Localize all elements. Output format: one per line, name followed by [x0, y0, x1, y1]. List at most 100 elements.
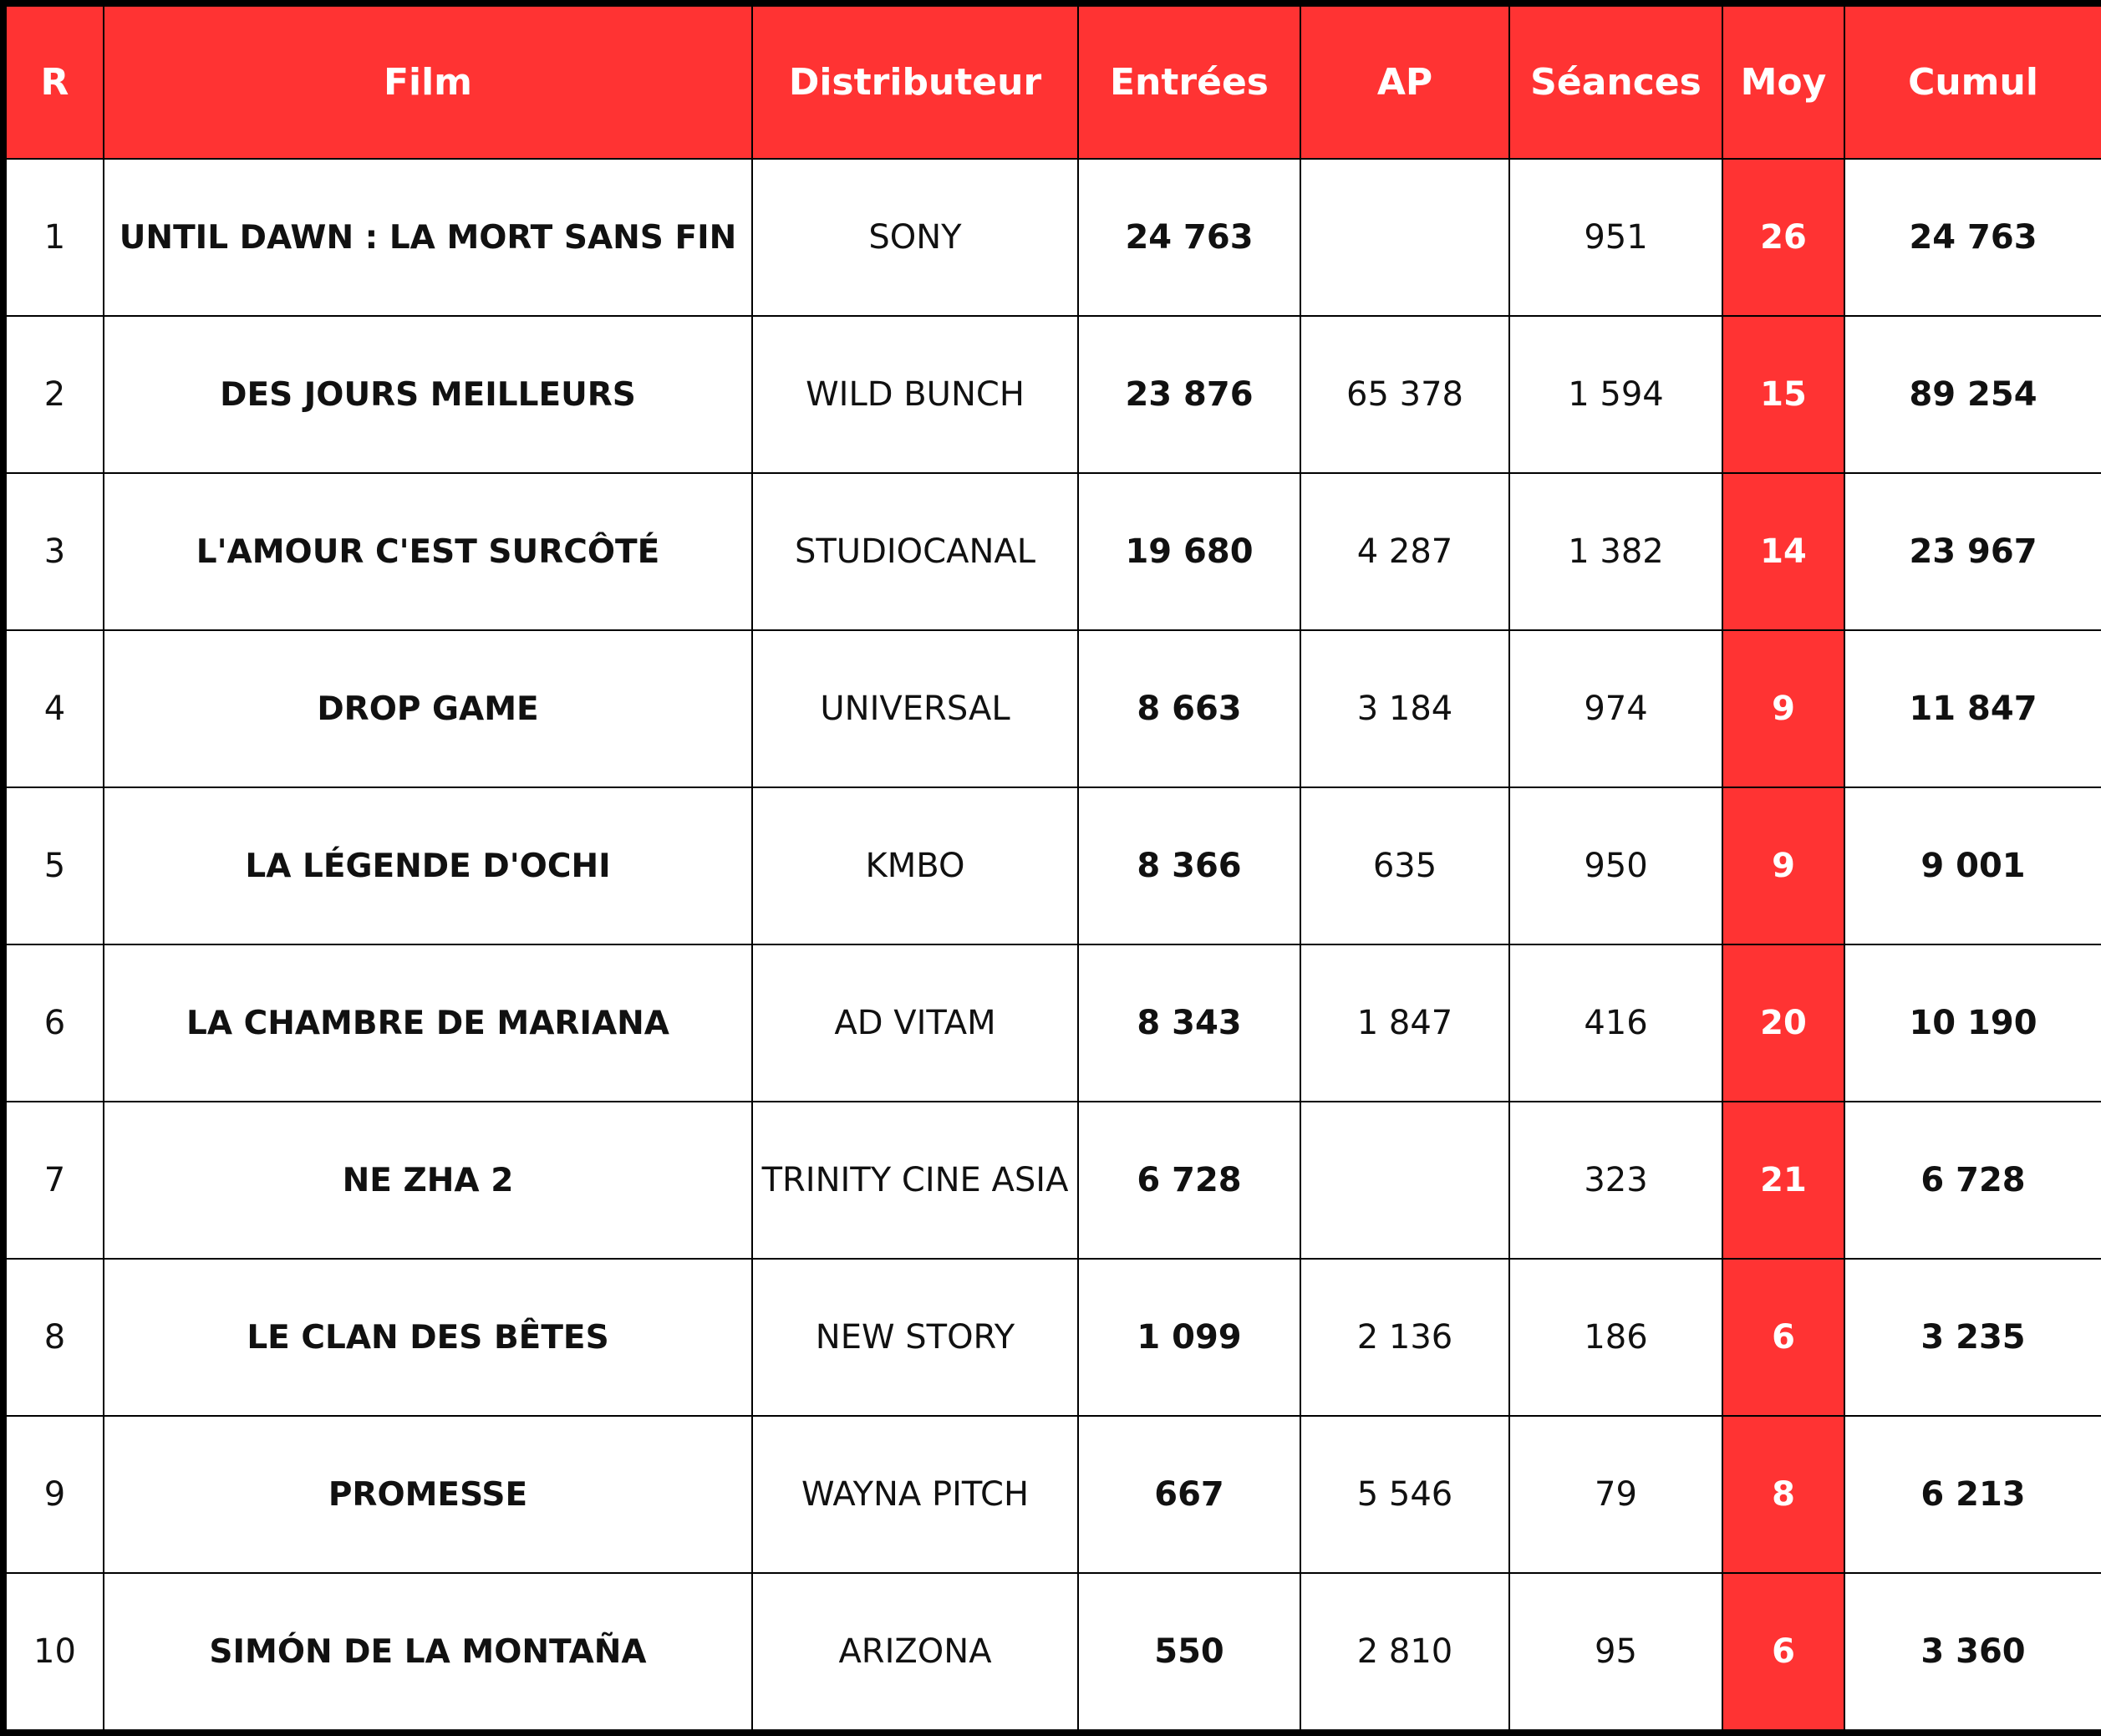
table-cell: 9: [1722, 787, 1845, 945]
table-cell: 1 382: [1508, 472, 1723, 631]
table-cell: AD VITAM: [751, 944, 1079, 1102]
header-cell: AP: [1300, 3, 1510, 160]
table-cell: NE ZHA 2: [103, 1101, 753, 1260]
table-cell: DES JOURS MEILLEURS: [103, 315, 753, 474]
table-cell: 974: [1508, 629, 1723, 788]
table-cell: 4 287: [1300, 472, 1510, 631]
table-row: 4 DROP GAME UNIVERSAL 8 663 3 184 974 9 11 847: [3, 629, 2101, 788]
table-cell: 23 967: [1844, 472, 2101, 631]
table-cell: LA CHAMBRE DE MARIANA: [103, 944, 753, 1102]
table-cell: 6 213: [1844, 1415, 2101, 1574]
table-cell: 3 360: [1844, 1572, 2101, 1733]
table-cell: 20: [1722, 944, 1845, 1102]
table-cell: 19 680: [1077, 472, 1301, 631]
table-cell: SIMÓN DE LA MONTAÑA: [103, 1572, 753, 1733]
table-cell: L'AMOUR C'EST SURCÔTÉ: [103, 472, 753, 631]
table-cell: LE CLAN DES BÊTES: [103, 1258, 753, 1417]
table-cell: SONY: [751, 158, 1079, 317]
header-cell: Moy: [1722, 3, 1845, 160]
table-cell: 8: [3, 1258, 104, 1417]
table-cell: 6 728: [1844, 1101, 2101, 1260]
table-cell: [1300, 1101, 1510, 1260]
table-cell: 6: [3, 944, 104, 1102]
table-cell: 9: [1722, 629, 1845, 788]
table-cell: 550: [1077, 1572, 1301, 1733]
table-cell: 4: [3, 629, 104, 788]
table-cell: 6: [1722, 1258, 1845, 1417]
table-cell: 9 001: [1844, 787, 2101, 945]
table-cell: 2 810: [1300, 1572, 1510, 1733]
table-cell: 950: [1508, 787, 1723, 945]
table-cell: 9: [3, 1415, 104, 1574]
table-cell: 3 235: [1844, 1258, 2101, 1417]
table-cell: 6: [1722, 1572, 1845, 1733]
table-cell: 3: [3, 472, 104, 631]
table-cell: 635: [1300, 787, 1510, 945]
table-row: 6 LA CHAMBRE DE MARIANA AD VITAM 8 343 1 847…: [3, 944, 2101, 1102]
table-cell: 23 876: [1077, 315, 1301, 474]
header-cell: Cumul: [1844, 3, 2101, 160]
table-cell: NEW STORY: [751, 1258, 1079, 1417]
table-cell: 79: [1508, 1415, 1723, 1574]
header-row: R Film Distributeur Entrées AP Séances Moy Cumu…: [3, 3, 2101, 160]
table-cell: DROP GAME: [103, 629, 753, 788]
table-row: 1 UNTIL DAWN : LA MORT SANS FIN SONY 24 763…: [3, 158, 2101, 317]
table-cell: 10 190: [1844, 944, 2101, 1102]
header-cell: Entrées: [1077, 3, 1301, 160]
table-row: 3 L'AMOUR C'EST SURCÔTÉ STUDIOCANAL 19 680 4…: [3, 472, 2101, 631]
table-row: 8 LE CLAN DES BÊTES NEW STORY 1 099 2 136 186…: [3, 1258, 2101, 1417]
table-cell: 5: [3, 787, 104, 945]
header-cell: Film: [103, 3, 753, 160]
table-cell: 65 378: [1300, 315, 1510, 474]
table-cell: 186: [1508, 1258, 1723, 1417]
table-cell: 951: [1508, 158, 1723, 317]
table-cell: LA LÉGENDE D'OCHI: [103, 787, 753, 945]
header-cell: Séances: [1508, 3, 1723, 160]
table-row: 2 DES JOURS MEILLEURS WILD BUNCH 23 876 65 3…: [3, 315, 2101, 474]
header-cell: Distributeur: [751, 3, 1079, 160]
table-cell: 24 763: [1077, 158, 1301, 317]
table-cell: 24 763: [1844, 158, 2101, 317]
table-cell: 8: [1722, 1415, 1845, 1574]
table-cell: UNIVERSAL: [751, 629, 1079, 788]
table-cell: 3 184: [1300, 629, 1510, 788]
table-cell: 8 343: [1077, 944, 1301, 1102]
table-cell: 1 099: [1077, 1258, 1301, 1417]
table-cell: 323: [1508, 1101, 1723, 1260]
table-cell: 14: [1722, 472, 1845, 631]
table-cell: 416: [1508, 944, 1723, 1102]
table-body: 1 UNTIL DAWN : LA MORT SANS FIN SONY 24 763…: [3, 158, 2101, 1733]
table-cell: 2 136: [1300, 1258, 1510, 1417]
table-row: 9 PROMESSE WAYNA PITCH 667 5 546 79 8 6 213: [3, 1415, 2101, 1574]
table-cell: 6 728: [1077, 1101, 1301, 1260]
table-cell: 11 847: [1844, 629, 2101, 788]
table-cell: WAYNA PITCH: [751, 1415, 1079, 1574]
table-cell: 2: [3, 315, 104, 474]
table-row: 10 SIMÓN DE LA MONTAÑA ARIZONA 550 2 810 95 6 3…: [3, 1572, 2101, 1733]
table-cell: 7: [3, 1101, 104, 1260]
table-cell: [1300, 158, 1510, 317]
table-cell: 1 847: [1300, 944, 1510, 1102]
table-cell: 667: [1077, 1415, 1301, 1574]
table-cell: 1: [3, 158, 104, 317]
table-cell: 5 546: [1300, 1415, 1510, 1574]
table-row: 7 NE ZHA 2 TRINITY CINE ASIA 6 728 323 21 6 72…: [3, 1101, 2101, 1260]
table-cell: KMBO: [751, 787, 1079, 945]
table-cell: 95: [1508, 1572, 1723, 1733]
table-cell: UNTIL DAWN : LA MORT SANS FIN: [103, 158, 753, 317]
header-cell: R: [3, 3, 104, 160]
table-cell: 26: [1722, 158, 1845, 317]
table-cell: 21: [1722, 1101, 1845, 1260]
table-cell: 89 254: [1844, 315, 2101, 474]
table-cell: 8 366: [1077, 787, 1301, 945]
table-cell: STUDIOCANAL: [751, 472, 1079, 631]
table-cell: PROMESSE: [103, 1415, 753, 1574]
table-cell: TRINITY CINE ASIA: [751, 1101, 1079, 1260]
table-cell: 15: [1722, 315, 1845, 474]
table-cell: 8 663: [1077, 629, 1301, 788]
table-cell: 1 594: [1508, 315, 1723, 474]
table-cell: ARIZONA: [751, 1572, 1079, 1733]
table-row: 5 LA LÉGENDE D'OCHI KMBO 8 366 635 950 9 9 001: [3, 787, 2101, 945]
